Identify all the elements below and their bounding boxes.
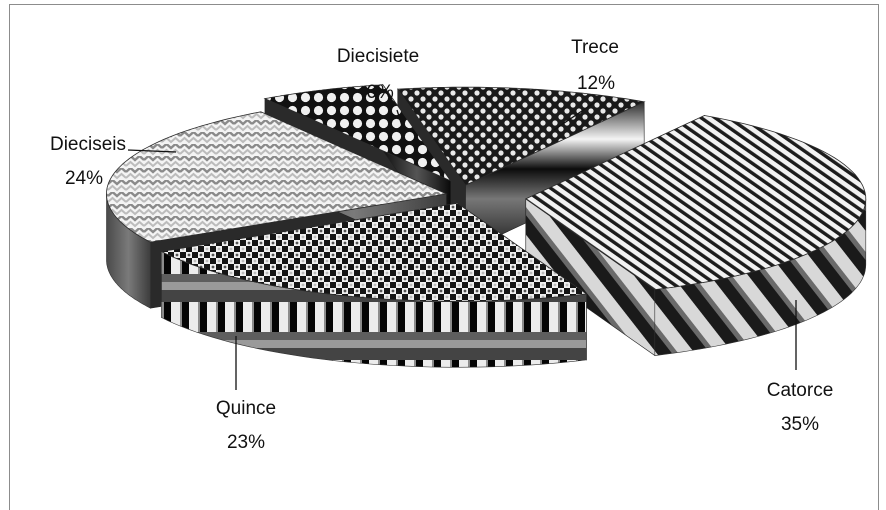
leader-line-trece <box>553 99 599 131</box>
slice-name-label: Trece <box>571 37 619 58</box>
slice-name-label: Quince <box>216 398 276 419</box>
slice-percent-label: 12% <box>577 73 615 94</box>
slice-name-label: Dieciseis <box>50 134 126 155</box>
leader-line-dieciseis <box>127 149 177 153</box>
slice-name-label: Catorce <box>767 380 834 401</box>
slice-percent-label: 24% <box>65 168 103 189</box>
pie-slice-quince <box>160 202 588 368</box>
pie-slice-top <box>263 84 452 182</box>
pie-slice-top <box>160 202 588 302</box>
pie-slice-top <box>524 115 867 291</box>
slice-percent-label: 6% <box>366 82 394 103</box>
slice-name-label: Diecisiete <box>337 46 419 67</box>
pie-slice-top <box>106 111 448 243</box>
slice-percent-label: 23% <box>227 432 265 453</box>
pie-slice-catorce <box>524 115 867 357</box>
pie-slice-top <box>396 86 646 186</box>
leader-line-diecisiete <box>396 109 403 127</box>
slice-percent-label: 35% <box>781 414 819 435</box>
